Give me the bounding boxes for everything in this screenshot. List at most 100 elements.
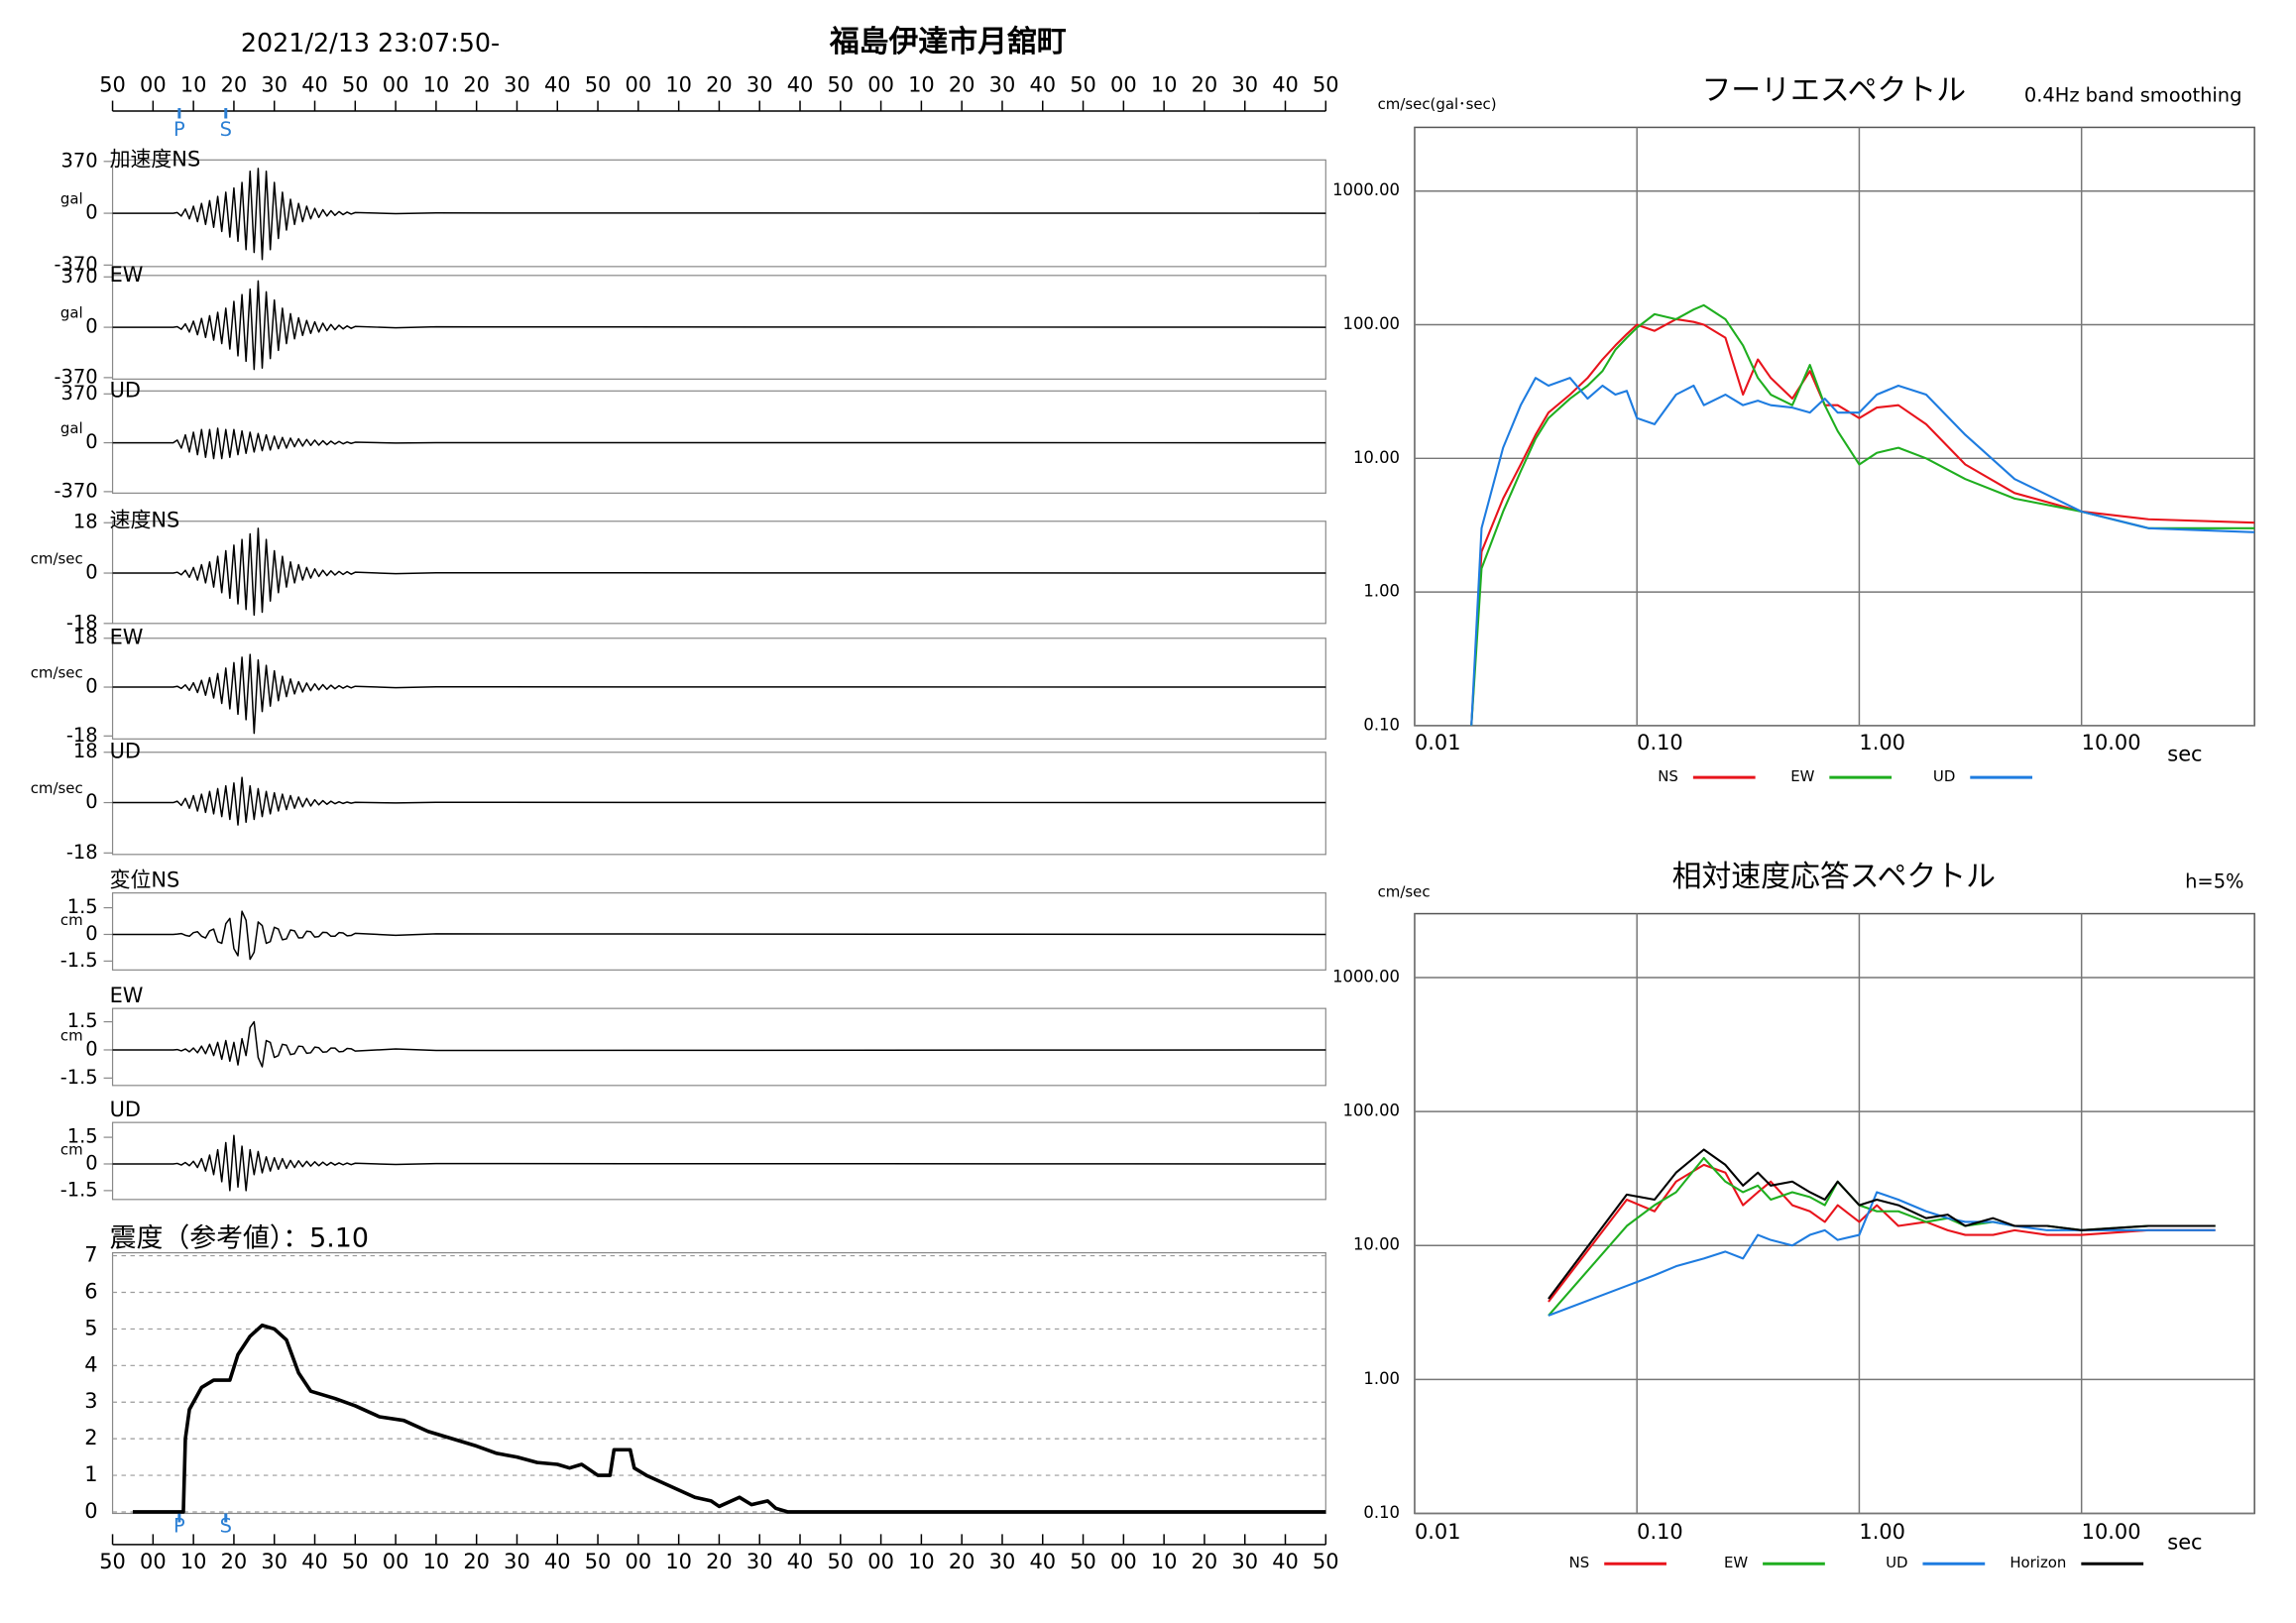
y-tick-label: 18 xyxy=(73,740,98,762)
x-tick-label: 30 xyxy=(504,73,530,97)
y-tick-label: 370 xyxy=(61,265,98,288)
series-line xyxy=(1470,317,2255,726)
x-tick-label: 50 xyxy=(342,1550,369,1573)
y-tick-label: 1000.00 xyxy=(1332,180,1400,199)
waveform-trace xyxy=(112,527,1326,617)
trace-frame xyxy=(111,638,1326,740)
x-tick-label: 40 xyxy=(1272,73,1299,97)
y-tick-label: 0 xyxy=(85,201,97,224)
x-axis-label: sec xyxy=(2167,1530,2202,1554)
legend-label: Horizon xyxy=(2009,1554,2066,1571)
x-tick-label: 00 xyxy=(626,1550,652,1573)
x-tick-label: 20 xyxy=(463,1550,490,1573)
y-tick-label: 100.00 xyxy=(1343,314,1400,333)
x-tick-label: 20 xyxy=(463,73,490,97)
y-tick-label: 1.5 xyxy=(67,1009,98,1032)
x-tick-label: 50 xyxy=(99,73,126,97)
y-tick-label: 0 xyxy=(85,561,97,584)
x-tick-label: 0.01 xyxy=(1415,731,1461,754)
legend-label: UD xyxy=(1933,767,1955,785)
y-tick-label: 0 xyxy=(85,790,97,813)
series-group xyxy=(1548,1148,2216,1317)
x-tick-label: 40 xyxy=(1029,73,1056,97)
x-tick-label: 10 xyxy=(908,73,935,97)
x-tick-label: 20 xyxy=(949,1550,976,1573)
series-line xyxy=(132,1323,1326,1514)
trace-frame xyxy=(111,892,1326,971)
chart-title: 相対速度応答スペクトル xyxy=(1672,860,1996,894)
y-tick-label: 18 xyxy=(73,626,98,648)
x-tick-label: 1.00 xyxy=(1859,1520,1905,1544)
waveform-trace xyxy=(112,910,1326,961)
x-tick-label: 50 xyxy=(585,73,612,97)
y-tick-label: 0 xyxy=(85,315,97,338)
phase-label: P xyxy=(173,1514,185,1537)
legend-label: NS xyxy=(1569,1554,1590,1571)
y-tick-label: 0.10 xyxy=(1363,1503,1400,1522)
x-tick-label: 0.10 xyxy=(1637,1520,1683,1544)
trace-name: EW xyxy=(110,263,144,287)
waveform-trace xyxy=(112,1020,1326,1068)
y-tick-label: -370 xyxy=(55,365,98,388)
unit-label: gal xyxy=(60,190,83,208)
x-tick-label: 0.01 xyxy=(1415,1520,1461,1544)
unit-label: cm xyxy=(60,911,83,929)
y-tick-label: 2 xyxy=(84,1426,97,1449)
x-tick-label: 40 xyxy=(787,73,814,97)
y-axis-label: cm/sec xyxy=(1378,883,1431,901)
y-tick-label: 1000.00 xyxy=(1332,968,1400,986)
x-tick-label: 50 xyxy=(1070,73,1096,97)
trace-name: UD xyxy=(110,740,141,763)
y-tick-label: 10.00 xyxy=(1353,448,1400,467)
x-tick-label: 10 xyxy=(180,1550,207,1573)
x-tick-label: 00 xyxy=(867,73,894,97)
waveform-trace xyxy=(112,653,1326,735)
waveform-trace xyxy=(112,427,1326,460)
x-tick-label: 10 xyxy=(665,73,692,97)
unit-label: cm/sec xyxy=(31,779,83,797)
x-tick-label: 00 xyxy=(867,1550,894,1573)
x-tick-label: 00 xyxy=(626,73,652,97)
x-tick-label: 50 xyxy=(827,1550,854,1573)
y-tick-label: 1 xyxy=(84,1462,97,1486)
x-tick-label: 40 xyxy=(1272,1550,1299,1573)
x-tick-label: 30 xyxy=(989,1550,1016,1573)
y-tick-label: 0 xyxy=(84,1499,97,1523)
y-tick-label: -1.5 xyxy=(60,949,98,972)
x-tick-label: 1.00 xyxy=(1859,731,1905,754)
x-tick-label: 10 xyxy=(908,1550,935,1573)
y-tick-label: 0 xyxy=(85,430,97,453)
trace-name: UD xyxy=(110,1098,141,1121)
x-tick-label: 30 xyxy=(261,1550,287,1573)
x-tick-label: 50 xyxy=(99,1550,126,1573)
x-tick-label: 10 xyxy=(180,73,207,97)
x-tick-label: 30 xyxy=(504,1550,530,1573)
y-tick-label: 3 xyxy=(84,1389,97,1413)
x-tick-label: 50 xyxy=(342,73,369,97)
x-tick-label: 10 xyxy=(423,73,450,97)
x-tick-label: 00 xyxy=(140,73,167,97)
x-tick-label: 30 xyxy=(261,73,287,97)
x-tick-label: 40 xyxy=(544,73,571,97)
x-tick-label: 40 xyxy=(301,1550,328,1573)
x-tick-label: 10.00 xyxy=(2082,1520,2141,1544)
legend-label: UD xyxy=(1886,1554,1907,1571)
y-tick-label: 370 xyxy=(61,149,98,172)
trace-name: EW xyxy=(110,984,144,1007)
legend-label: EW xyxy=(1790,767,1814,785)
trace-name: EW xyxy=(110,626,144,649)
y-tick-label: 0 xyxy=(85,1037,97,1060)
waveform-trace xyxy=(112,776,1326,826)
y-tick-label: 0 xyxy=(85,1151,97,1174)
x-tick-label: 00 xyxy=(1110,73,1137,97)
plot-frame xyxy=(111,1251,1326,1515)
y-tick-label: 370 xyxy=(61,382,98,405)
unit-label: cm/sec xyxy=(31,664,83,682)
x-tick-label: 10 xyxy=(423,1550,450,1573)
y-tick-label: -1.5 xyxy=(60,1066,98,1089)
chart-note: h=5% xyxy=(2185,870,2243,893)
chart-title: 震度（参考値）：5.10 xyxy=(110,1223,369,1254)
series-line xyxy=(1470,303,2255,726)
